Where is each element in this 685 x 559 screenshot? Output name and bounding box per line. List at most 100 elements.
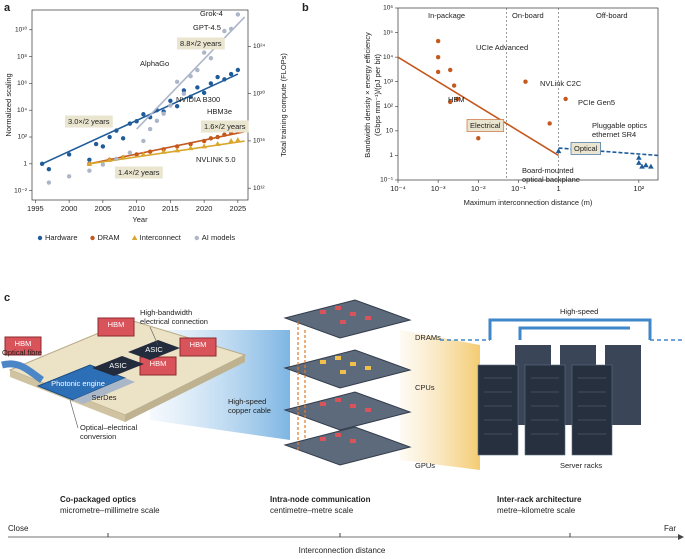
x-tick-label: 10⁻⁴ (390, 184, 406, 193)
point-label: Pluggable optics (592, 121, 647, 130)
y-tick-label: 10⁶ (383, 5, 393, 12)
data-point (195, 67, 200, 73)
callout: conversion (80, 432, 116, 441)
trend-label-box (466, 119, 505, 132)
callout-line (149, 326, 159, 346)
data-point (208, 81, 214, 86)
legend-label: Hardware (45, 233, 78, 242)
y-tick-label: 10¹⁰ (15, 26, 27, 34)
callout: High-bandwidth (140, 308, 192, 317)
hbm-stack: HBM (179, 337, 217, 357)
panel-label: b (302, 2, 309, 14)
data-point (120, 154, 126, 160)
data-point (106, 156, 113, 162)
hbm-label: HBM (15, 339, 32, 348)
data-point (141, 112, 146, 117)
x-tick-label: 1 (556, 184, 560, 193)
trend-line (397, 56, 559, 157)
plot-frame (31, 9, 249, 201)
panel-label: a (4, 2, 11, 14)
point-label: HBM3e (207, 107, 232, 116)
data-point (174, 79, 180, 85)
data-point (160, 148, 167, 154)
data-point (168, 98, 173, 104)
optical-fibre (1, 360, 44, 383)
asic-label: ASIC (145, 345, 163, 354)
data-point (636, 159, 642, 165)
callout: copper cable (228, 406, 271, 415)
point-label: AlphaGo (140, 59, 169, 68)
data-point (195, 85, 200, 90)
package-edge (125, 355, 245, 422)
data-point (39, 161, 45, 167)
data-point (435, 38, 441, 44)
y-tick-label: 1 (389, 152, 393, 159)
rack-cable (488, 318, 652, 340)
data-point (46, 166, 52, 172)
y-axis-title: Normalized scaling (4, 73, 13, 136)
data-point (222, 77, 227, 82)
data-point (201, 138, 207, 144)
trend-label: 1.4×/2 years (118, 168, 160, 177)
data-point (161, 111, 166, 116)
region-label: Off-board (596, 11, 628, 20)
y-tick-label: 10⁵ (383, 29, 393, 36)
copper-link (297, 322, 306, 450)
hbm-stack: HBM (97, 317, 135, 337)
rack-label: Server racks (560, 461, 602, 470)
y-tick-label: 1 (23, 161, 27, 168)
data-point (127, 121, 133, 126)
data-point (228, 26, 234, 32)
point-label: Board-mounted (522, 166, 574, 175)
data-point (201, 143, 207, 149)
data-point (174, 103, 180, 109)
data-point (114, 156, 119, 162)
data-point (181, 88, 187, 93)
data-point (435, 54, 441, 60)
x-axis-title: Year (132, 215, 148, 224)
y2-tick-label: 10²⁰ (253, 89, 265, 97)
node-layer (283, 299, 412, 339)
y-tick-label: 10² (384, 103, 394, 110)
region-label: In-package (428, 11, 465, 20)
data-point (222, 132, 227, 137)
node-layer (283, 426, 412, 466)
legend-marker (131, 235, 138, 240)
callout: electrical connection (140, 317, 208, 326)
data-point (107, 134, 112, 140)
x-tick-label: 10⁻¹ (511, 184, 526, 193)
data-point (455, 96, 460, 102)
y2-tick-label: 10¹² (253, 185, 265, 192)
trend-label: 8.8×/2 years (180, 39, 222, 48)
trend-label: Electrical (470, 121, 501, 130)
data-point (174, 144, 180, 149)
data-point (643, 162, 649, 168)
data-point (215, 74, 220, 80)
axis-arrow (678, 534, 684, 540)
y-tick-label: 10⁴ (17, 107, 27, 114)
y-axis-title: (Gbps mm⁻¹)/(pJ per bit) (373, 54, 382, 136)
scale-title: Inter-rack architecture (497, 495, 582, 504)
plot-frame (397, 7, 659, 181)
legend-label: AI models (202, 233, 236, 242)
data-point (86, 160, 93, 166)
scale-range: centimetre–metre scale (270, 506, 354, 515)
data-point (147, 149, 153, 154)
data-point (208, 136, 214, 141)
x-tick-label: 2010 (128, 204, 145, 213)
x-tick-label: 2015 (162, 204, 179, 213)
data-point (154, 118, 160, 124)
y-tick-label: 10 (386, 128, 394, 135)
x-tick-label: 2025 (230, 204, 247, 213)
data-point (448, 99, 453, 105)
data-point (201, 50, 207, 55)
point-label: PCIe Gen5 (578, 98, 615, 107)
trend-label: Optical (574, 144, 598, 153)
trend-label-box (570, 142, 601, 155)
x-tick-label: 2005 (95, 204, 112, 213)
hbm-stack: HBM (139, 356, 177, 376)
data-point (215, 134, 220, 140)
data-point (636, 154, 642, 160)
point-label: Grok-4 (200, 9, 223, 18)
point-label: ethernet SR4 (592, 130, 636, 139)
